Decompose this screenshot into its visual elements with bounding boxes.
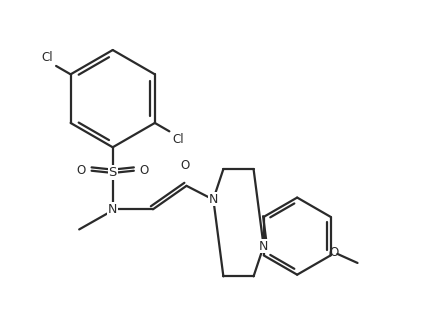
Text: Cl: Cl [41,51,53,64]
Text: O: O [77,164,86,177]
Text: O: O [329,246,339,259]
Text: N: N [209,193,218,206]
Text: O: O [140,164,149,177]
Text: N: N [259,240,268,253]
Text: S: S [108,166,117,179]
Text: Cl: Cl [173,133,184,146]
Text: O: O [180,159,190,172]
Text: N: N [108,203,117,216]
